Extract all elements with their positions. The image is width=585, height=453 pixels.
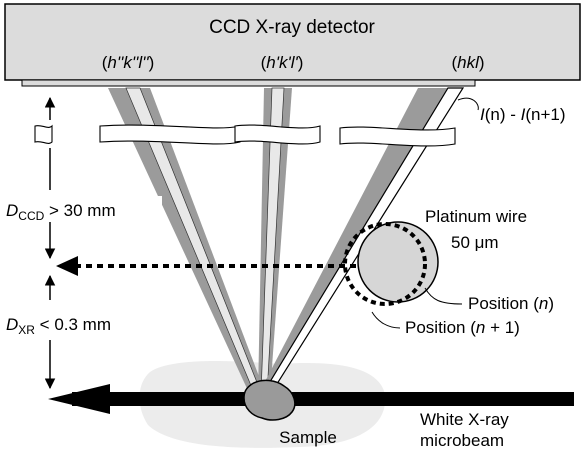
sample-crystal: [243, 379, 296, 421]
intensity-leader: [457, 97, 479, 111]
position-n-label: Position (n): [468, 294, 554, 313]
position-n1-label: Position (n + 1): [405, 318, 520, 337]
intensity-difference-label: I(n) - I(n+1): [480, 105, 566, 124]
microbeam-label-line2: microbeam: [420, 431, 504, 450]
dxr-label: DXR < 0.3 mm: [6, 315, 111, 337]
wire-scan-arrowhead: [56, 256, 78, 276]
reflection-label-hkl: (hkl): [451, 53, 484, 72]
position-n1-leader: [371, 311, 401, 329]
ccd-detector: [4, 3, 581, 81]
microbeam-arrowhead: [48, 384, 110, 414]
microbeam-label-line1: White X-ray: [420, 410, 509, 429]
white-microbeam: [72, 392, 574, 406]
position-n-leader: [424, 287, 463, 305]
dccd-label: DCCD > 30 mm: [6, 201, 116, 223]
reflection-label-hkl2: (h''k''l''): [102, 53, 155, 72]
detector-title: CCD X-ray detector: [209, 17, 375, 38]
wire-position-next: [343, 222, 427, 306]
dxr-label-bg: [2, 310, 152, 338]
reflection-label-hkl1: (h'k'l'): [261, 53, 304, 72]
wire-diameter: 50 μm: [451, 233, 499, 252]
dccd-label-bg: [2, 196, 162, 222]
wire-label: Platinum wire: [425, 207, 527, 226]
beam-break-marks: [34, 124, 456, 147]
detector-strip: [21, 79, 476, 87]
sample-label: Sample: [279, 428, 337, 447]
